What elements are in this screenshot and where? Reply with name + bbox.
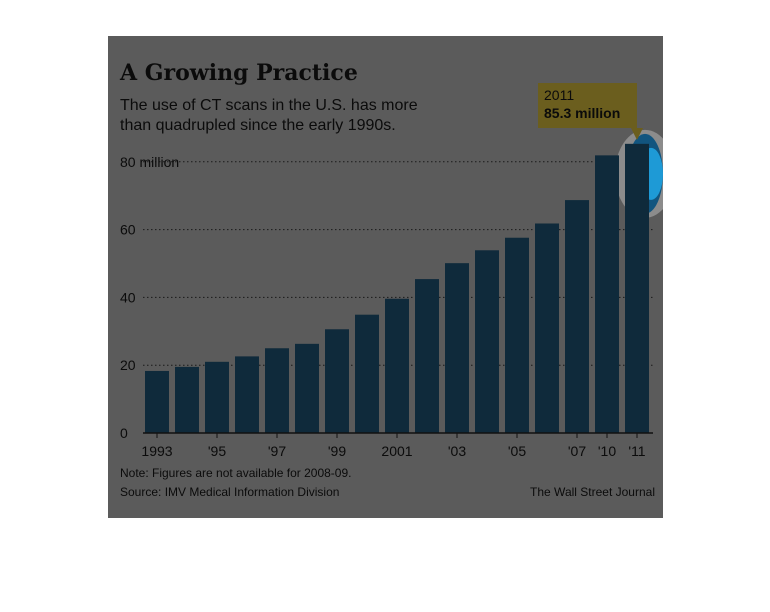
bar-1999 bbox=[325, 329, 349, 433]
x-tick-label: '99 bbox=[328, 443, 346, 459]
bar-1995 bbox=[205, 361, 229, 433]
x-tick-label: '95 bbox=[208, 443, 226, 459]
x-tick-label: '07 bbox=[568, 443, 586, 459]
y-tick-label: 40 bbox=[120, 289, 136, 305]
callout-year: 2011 bbox=[544, 87, 575, 103]
callout-pointer bbox=[631, 128, 643, 140]
chart-note: Note: Figures are not available for 2008… bbox=[120, 466, 352, 480]
y-tick-label: 0 bbox=[120, 425, 128, 441]
bar-2003 bbox=[445, 263, 469, 433]
bar-2001 bbox=[385, 298, 409, 433]
bar-1993 bbox=[145, 370, 169, 433]
x-tick-label: 1993 bbox=[141, 443, 172, 459]
chart-source: Source: IMV Medical Information Division bbox=[120, 485, 340, 499]
value-callout: 2011 85.3 million bbox=[538, 83, 637, 128]
bar-2007 bbox=[565, 200, 589, 433]
y-tick-label: 20 bbox=[120, 357, 136, 373]
bar-2010 bbox=[595, 155, 619, 433]
chart-panel: 0 20 40 60 80 million 1993 '95 '97 '99 2001 '03 '05… bbox=[108, 36, 663, 518]
bars bbox=[145, 143, 649, 433]
bar-1996 bbox=[235, 356, 259, 433]
publisher-credit: The Wall Street Journal bbox=[530, 485, 655, 499]
chart-subtitle: The use of CT scans in the U.S. has more… bbox=[120, 97, 418, 134]
x-tick-label: '05 bbox=[508, 443, 526, 459]
chart-title: A Growing Practice bbox=[120, 60, 358, 86]
bar-chart: 0 20 40 60 80 million 1993 '95 '97 '99 2001 '03 '05… bbox=[120, 128, 663, 459]
bar-1998 bbox=[295, 343, 319, 433]
y-tick-label: 60 bbox=[120, 222, 136, 238]
x-tick-label: '11 bbox=[628, 443, 645, 459]
bar-2006 bbox=[535, 223, 559, 433]
x-tick-label: '03 bbox=[448, 443, 466, 459]
bar-2004 bbox=[475, 250, 499, 433]
bar-2002 bbox=[415, 279, 439, 433]
x-tick-label: 2001 bbox=[381, 443, 412, 459]
x-tick-label: '97 bbox=[268, 443, 286, 459]
axes: 0 20 40 60 80 million 1993 '95 '97 '99 2001 '03 '05… bbox=[120, 128, 653, 459]
callout-value: 85.3 million bbox=[544, 105, 621, 121]
bar-2011 bbox=[625, 143, 649, 433]
bar-1994 bbox=[175, 366, 199, 433]
bar-2000 bbox=[355, 314, 379, 433]
bar-2005 bbox=[505, 237, 529, 433]
x-tick-label: '10 bbox=[598, 443, 616, 459]
y-tick-label: 80 million bbox=[120, 154, 179, 170]
bar-1997 bbox=[265, 348, 289, 433]
